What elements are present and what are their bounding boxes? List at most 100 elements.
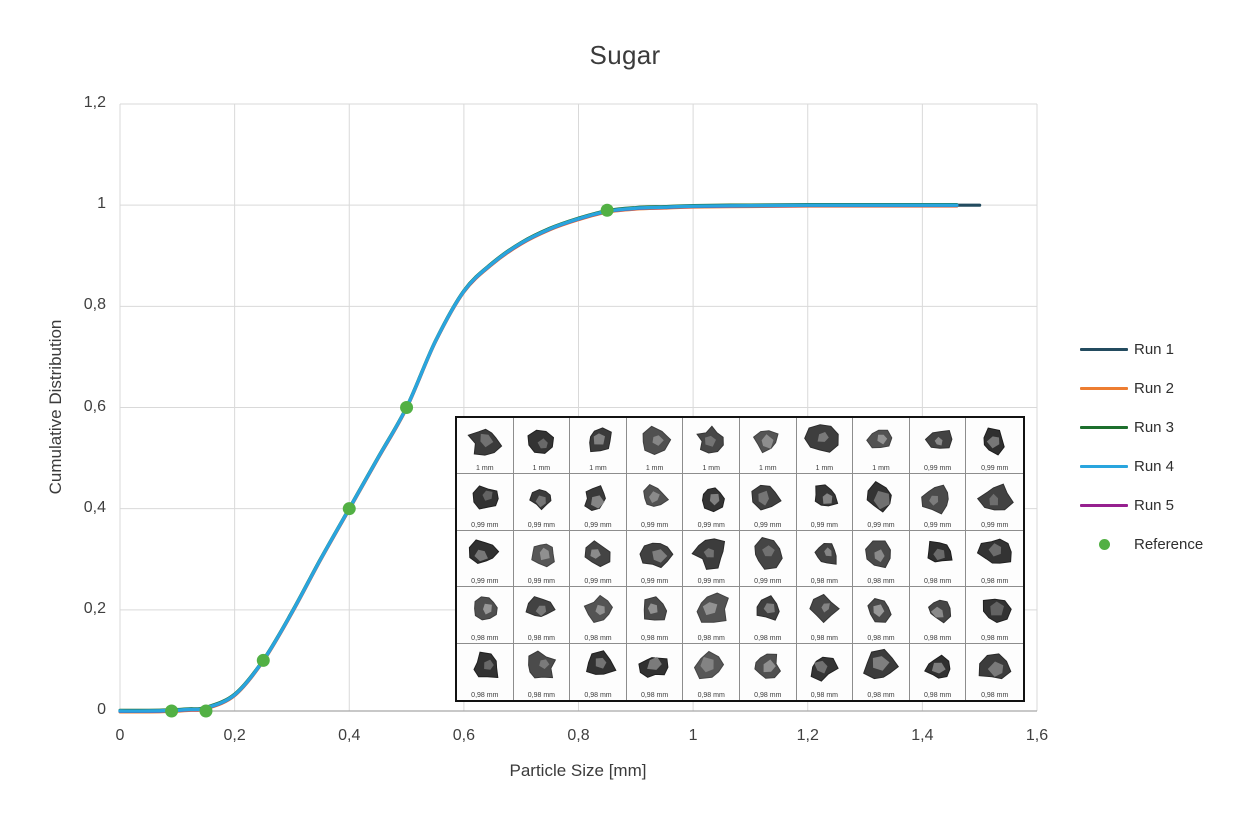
- particle-cell: 0,99 mm: [796, 474, 854, 531]
- x-tick-label: 0: [115, 727, 125, 744]
- particle-cell: 0,98 mm: [683, 643, 740, 700]
- legend-item-run-3: Run 3: [1080, 408, 1203, 447]
- line-icon: [1080, 387, 1128, 390]
- dot-icon: [1098, 539, 1110, 550]
- particle-cell: 0,98 mm: [683, 587, 740, 644]
- particle-cell: 0,98 mm: [797, 643, 854, 700]
- particle-cell: 0,98 mm: [853, 530, 910, 588]
- particle-cell: 0,98 mm: [909, 530, 967, 588]
- particle-cell: 0,98 mm: [514, 643, 571, 700]
- particle-image: [924, 430, 953, 449]
- legend-line-swatch: [1080, 465, 1128, 468]
- particle-cell: 0,98 mm: [909, 587, 967, 644]
- particle-cell: 0,98 mm: [570, 587, 627, 644]
- particle-scale-label: 0,99 mm: [640, 521, 669, 529]
- particle-scale-label: 0,98 mm: [640, 634, 669, 642]
- particle-scale-label: 0,99 mm: [981, 465, 1009, 473]
- particle-cell: 0,99 mm: [626, 530, 684, 588]
- particle-image: [467, 428, 503, 456]
- particle-inset: 1 mm 1 mm 1 mm 1 mm 1 mm 1 mm 1 mm 1 mm 0,99 mm 0…: [455, 416, 1025, 702]
- particle-scale-label: 0,98 mm: [981, 634, 1009, 642]
- y-tick-label: 0,8: [83, 296, 106, 314]
- particle-cell: 1 mm: [457, 418, 514, 475]
- particle-image: [583, 595, 613, 624]
- particle-image: [642, 425, 671, 456]
- line-icon: [1080, 348, 1128, 351]
- particle-scale-label: 0,98 mm: [810, 692, 838, 699]
- particle-scale-label: 0,99 mm: [527, 578, 555, 586]
- particle-scale-label: 1 mm: [532, 465, 551, 473]
- particle-cell: 0,98 mm: [739, 587, 797, 644]
- particle-image: [696, 425, 724, 454]
- particle-image: [976, 483, 1014, 510]
- particle-image: [811, 657, 840, 682]
- particle-image: [531, 543, 556, 568]
- y-tick-label: 0,6: [83, 397, 106, 415]
- x-tick-label: 0,8: [567, 727, 590, 744]
- particle-scale-label: 0,98 mm: [527, 634, 555, 642]
- reference-point: [600, 203, 614, 217]
- particle-scale-label: 0,99 mm: [923, 465, 952, 473]
- particle-cell: 1 mm: [739, 418, 797, 475]
- particle-cell: 0,99 mm: [909, 474, 967, 531]
- x-tick-label: 1,2: [796, 727, 819, 744]
- particle-image: [927, 600, 951, 624]
- particle-scale-label: 0,98 mm: [810, 578, 838, 586]
- x-tick-label: 1,4: [911, 727, 934, 744]
- particle-cell: 0,99 mm: [457, 530, 514, 588]
- legend-line-swatch: [1080, 504, 1128, 507]
- particle-image: [754, 537, 783, 570]
- particle-image: [920, 484, 949, 515]
- particle-image: [982, 599, 1012, 624]
- particle-scale-label: 0,98 mm: [981, 578, 1009, 586]
- particle-scale-label: 0,98 mm: [640, 692, 669, 699]
- particle-scale-label: 0,98 mm: [867, 578, 895, 586]
- particle-image: [527, 429, 555, 455]
- particle-scale-label: 1 mm: [702, 465, 720, 473]
- particle-cell: 0,98 mm: [853, 587, 910, 644]
- particle-cell: 1 mm: [683, 418, 740, 475]
- particle-cell: 0,99 mm: [683, 530, 740, 588]
- particle-image: [584, 484, 606, 511]
- reference-point: [342, 502, 356, 516]
- particle-image: [643, 596, 667, 621]
- particle-image: [927, 540, 953, 563]
- particle-cell: 0,98 mm: [966, 531, 1023, 588]
- legend-line-swatch: [1080, 348, 1128, 351]
- particle-scale-label: 1 mm: [759, 465, 777, 473]
- particle-scale-label: 0,99 mm: [584, 578, 612, 586]
- particle-scale-label: 0,99 mm: [923, 521, 952, 529]
- particle-cell: 0,98 mm: [796, 587, 854, 644]
- particle-cell: 0,98 mm: [910, 643, 967, 700]
- particle-cell: 0,98 mm: [966, 587, 1023, 644]
- particle-image: [584, 540, 611, 568]
- particle-cell: 0,99 mm: [966, 474, 1023, 531]
- particle-scale-label: 0,98 mm: [471, 634, 499, 642]
- particle-scale-label: 0,99 mm: [754, 578, 782, 586]
- particle-cell: 0,99 mm: [513, 530, 571, 588]
- legend-label: Reference: [1134, 536, 1204, 553]
- particle-image: [814, 542, 837, 565]
- particle-image: [528, 650, 557, 679]
- particle-image: [702, 486, 726, 512]
- particle-cell: 0,99 mm: [853, 474, 910, 531]
- particle-image: [866, 429, 893, 449]
- particle-scale-label: 0,98 mm: [981, 692, 1009, 699]
- particle-cell: 0,98 mm: [627, 643, 684, 700]
- x-tick-label: 0,6: [452, 727, 475, 744]
- x-tick-label: 1: [688, 727, 698, 744]
- particle-scale-label: 0,99 mm: [584, 521, 612, 529]
- line-icon: [1080, 426, 1128, 429]
- particle-scale-label: 0,99 mm: [697, 578, 725, 586]
- particle-scale-label: 0,98 mm: [754, 634, 782, 642]
- particle-cell: 0,99 mm: [513, 474, 571, 531]
- particle-cell: 1 mm: [570, 418, 627, 475]
- particle-cell: 0,99 mm: [739, 530, 797, 588]
- particle-image: [637, 657, 669, 679]
- particle-cell: 0,98 mm: [626, 587, 684, 644]
- particle-scale-label: 0,98 mm: [867, 692, 895, 699]
- particle-scale-label: 1 mm: [815, 465, 834, 473]
- particle-cell: 0,99 mm: [626, 474, 684, 531]
- reference-point: [400, 401, 414, 414]
- legend-label: Run 2: [1134, 380, 1175, 397]
